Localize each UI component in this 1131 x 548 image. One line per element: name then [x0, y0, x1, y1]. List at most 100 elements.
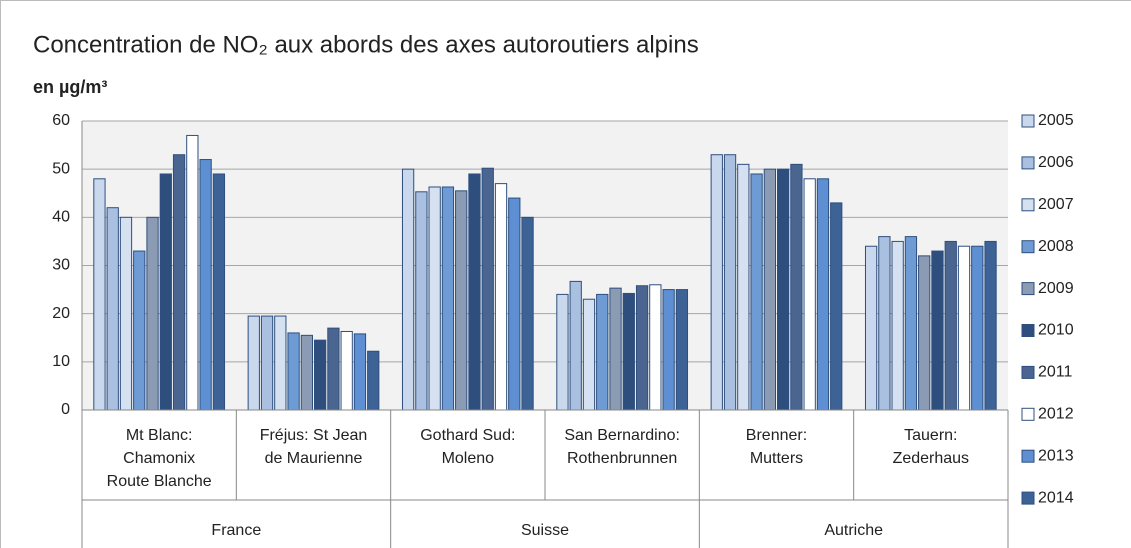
bar	[750, 173, 763, 411]
bar	[803, 178, 816, 411]
y-tick-label: 0	[61, 401, 70, 418]
bar	[401, 168, 415, 411]
legend-label: 2010	[1038, 322, 1074, 339]
bar	[816, 178, 830, 411]
bar	[146, 216, 159, 411]
bar	[864, 245, 878, 411]
bar	[212, 173, 226, 411]
bar	[521, 216, 534, 411]
legend-swatch	[1021, 491, 1035, 505]
bar	[569, 280, 582, 411]
bar	[830, 202, 843, 411]
bar	[199, 159, 212, 411]
bar	[260, 315, 274, 411]
legend-label: 2014	[1038, 489, 1074, 506]
bar	[300, 334, 313, 411]
group-label: Autriche	[824, 522, 883, 539]
legend-swatch	[1021, 282, 1035, 296]
x-tick-label: Brenner: Mutters	[745, 427, 808, 467]
bar	[878, 236, 891, 411]
bar	[984, 240, 997, 411]
y-tick-label: 10	[52, 353, 70, 370]
bar	[441, 186, 455, 411]
x-tick-label: Tauern: Zederhaus	[892, 427, 970, 467]
bar	[340, 330, 353, 411]
bar	[468, 173, 481, 411]
bar	[314, 339, 327, 411]
group-label: France	[211, 522, 261, 539]
bar	[186, 134, 199, 411]
bar	[274, 315, 287, 411]
bar	[737, 163, 750, 411]
bar	[327, 327, 340, 411]
bar	[790, 163, 803, 411]
bar	[622, 292, 635, 411]
bar	[662, 289, 675, 411]
chart-subtitle: en µg/m³	[33, 77, 107, 97]
legend-label: 2012	[1038, 406, 1074, 423]
bar	[904, 236, 918, 411]
legend-swatch	[1021, 365, 1035, 379]
bar	[133, 250, 146, 411]
legend-swatch	[1021, 198, 1035, 212]
y-tick-label: 40	[52, 209, 70, 226]
chart-title: Concentration de NO₂ aux abords des axes…	[33, 31, 699, 58]
legend-swatch	[1021, 114, 1035, 128]
bar	[710, 154, 723, 411]
legend-label: 2013	[1038, 447, 1074, 464]
y-tick-label: 30	[52, 257, 70, 274]
bar	[891, 240, 904, 411]
bar	[93, 178, 106, 411]
y-tick-label: 60	[52, 112, 70, 129]
bar	[723, 154, 737, 411]
x-tick-label: San Bernardino: Rothenbrunnen	[564, 427, 680, 467]
bar	[415, 191, 428, 411]
legend-label: 2006	[1038, 154, 1074, 171]
legend-swatch	[1021, 449, 1035, 463]
legend-swatch	[1021, 324, 1035, 337]
bar	[957, 245, 971, 411]
legend-swatch	[1021, 407, 1035, 421]
y-tick-label: 50	[52, 160, 70, 177]
legend-label: 2005	[1038, 112, 1074, 129]
bar	[777, 168, 790, 411]
bar	[918, 255, 931, 411]
x-tick-label: Fréjus: St Jean de Maurienne	[259, 427, 368, 467]
bar	[106, 207, 119, 411]
bar	[428, 186, 441, 411]
legend-label: 2011	[1038, 364, 1073, 381]
x-tick-label: Mt Blanc: Chamonix Route Blanche	[106, 427, 212, 490]
bar	[763, 168, 777, 411]
bar	[247, 315, 260, 411]
bar	[481, 167, 494, 411]
bar	[931, 250, 944, 411]
legend-label: 2008	[1038, 238, 1074, 255]
bar	[159, 173, 172, 411]
bar	[582, 298, 596, 411]
legend-swatch	[1021, 240, 1035, 254]
bar	[609, 287, 622, 411]
legend-label: 2009	[1038, 280, 1074, 297]
bar	[455, 190, 468, 411]
bar	[971, 245, 984, 411]
bar	[287, 332, 300, 411]
x-tick-label: Gothard Sud: Moleno	[420, 427, 516, 467]
bar	[508, 197, 521, 411]
bar	[494, 183, 508, 411]
bar	[635, 285, 649, 411]
group-label: Suisse	[521, 522, 569, 539]
bar	[649, 284, 662, 411]
bar	[172, 154, 186, 411]
legend-swatch	[1021, 156, 1035, 170]
y-tick-label: 20	[52, 305, 70, 322]
bar	[944, 240, 957, 411]
bar	[353, 333, 367, 411]
bar	[675, 289, 689, 411]
bar	[367, 350, 380, 411]
bar	[596, 293, 609, 411]
bar	[119, 216, 133, 411]
bar	[556, 293, 569, 411]
